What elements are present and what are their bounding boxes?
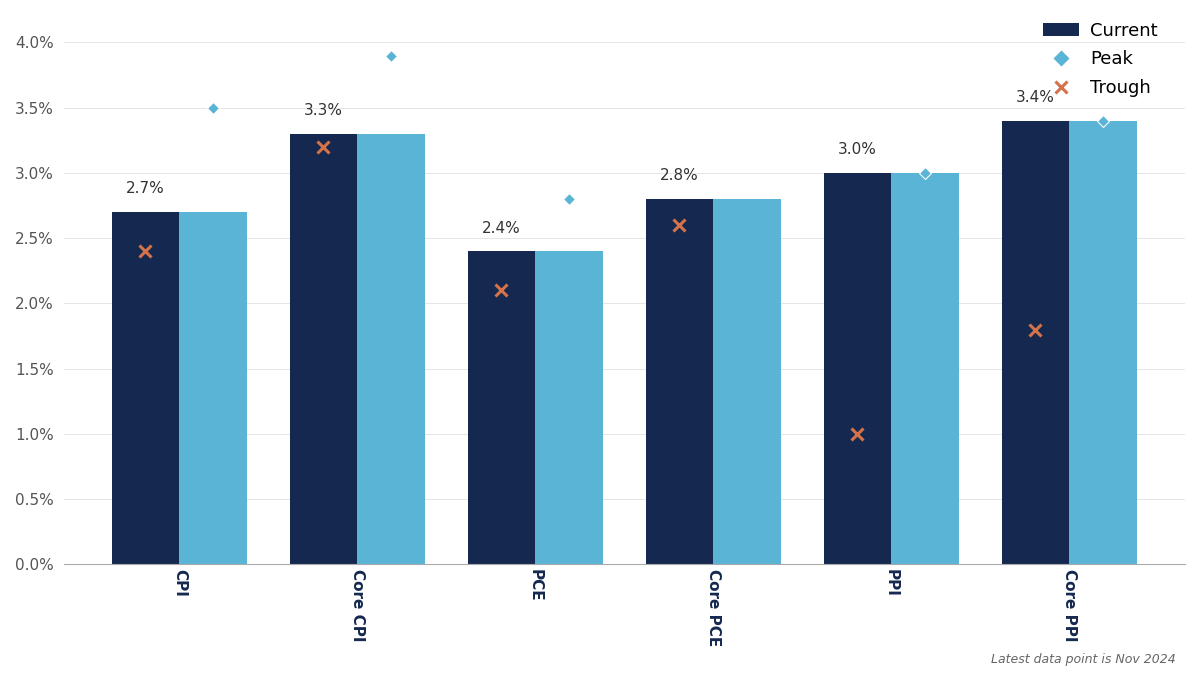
Bar: [358, 134, 425, 564]
Bar: [646, 199, 713, 564]
Bar: [1069, 121, 1136, 564]
Text: 3.0%: 3.0%: [838, 142, 877, 157]
Legend: Current, Peak, Trough: Current, Peak, Trough: [1036, 14, 1165, 105]
Text: 2.4%: 2.4%: [482, 221, 521, 236]
Text: 3.3%: 3.3%: [304, 103, 343, 118]
Bar: [289, 134, 358, 564]
Bar: [892, 173, 959, 564]
Bar: [468, 251, 535, 564]
Text: 2.7%: 2.7%: [126, 182, 164, 196]
Bar: [823, 173, 892, 564]
Bar: [535, 251, 602, 564]
Bar: [179, 212, 247, 564]
Bar: [112, 212, 179, 564]
Bar: [713, 199, 781, 564]
Text: Latest data point is Nov 2024: Latest data point is Nov 2024: [991, 653, 1176, 666]
Bar: [1002, 121, 1069, 564]
Text: 2.8%: 2.8%: [660, 168, 698, 184]
Text: 3.4%: 3.4%: [1016, 90, 1055, 105]
